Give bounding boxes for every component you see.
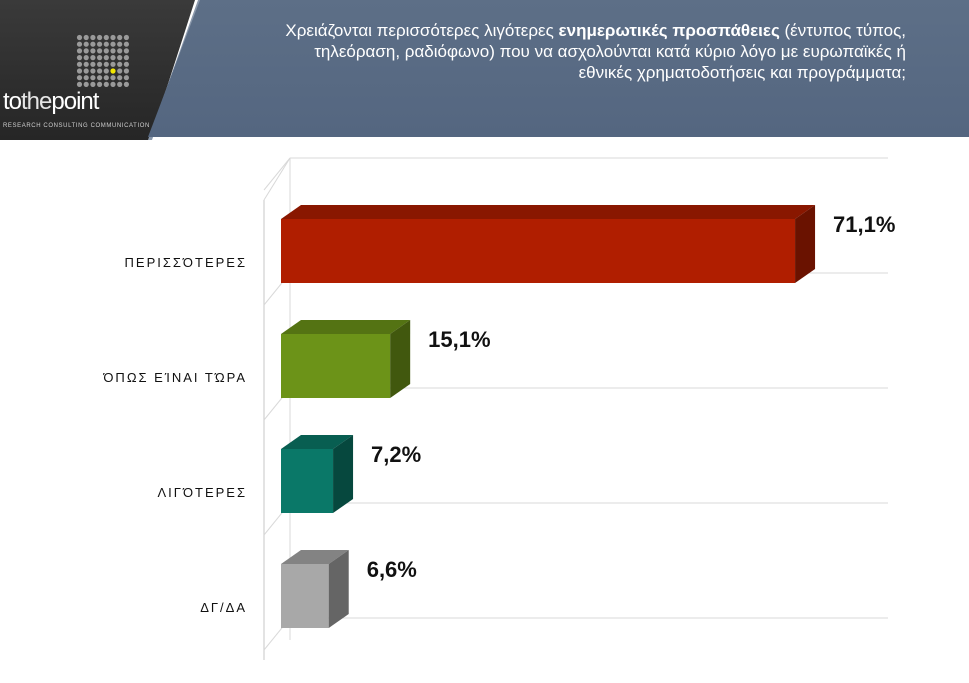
bar-chart bbox=[263, 157, 888, 660]
bar-2-top bbox=[281, 320, 411, 334]
question-text-bold: ενημερωτικές προσπάθειες bbox=[558, 21, 780, 40]
bar-2 bbox=[281, 334, 391, 398]
bar-4-top bbox=[281, 550, 349, 564]
brand-part-1: to bbox=[3, 88, 22, 115]
value-label-2: 15,1% bbox=[428, 327, 491, 352]
value-label-3: 7,2% bbox=[371, 442, 422, 467]
value-label-4: 6,6% bbox=[366, 557, 417, 582]
logo-dot-grid-icon bbox=[76, 34, 129, 87]
category-label-1: ΠΕΡΙΣΣΌΤΕΡΕΣ bbox=[124, 255, 247, 270]
category-label-4: ΔΓ/ΔΑ bbox=[200, 600, 247, 615]
bar-1 bbox=[281, 219, 796, 283]
bar-3-top bbox=[281, 435, 354, 449]
bar-3 bbox=[281, 449, 334, 513]
chart-wall-top-edge bbox=[263, 157, 291, 201]
gridline-slant-0 bbox=[263, 157, 291, 191]
value-label-1: 71,1% bbox=[833, 212, 896, 237]
brand-part-2: the bbox=[21, 88, 52, 115]
bar-4-side bbox=[328, 550, 349, 628]
question-text-start: Χρειάζονται περισσότερες λιγότερες bbox=[285, 21, 559, 40]
bar-3-side bbox=[333, 435, 354, 513]
brand-logo: tothepoint bbox=[3, 88, 99, 116]
title-band bbox=[148, 0, 969, 137]
category-label-3: ΛΙΓΌΤΕΡΕΣ bbox=[157, 485, 247, 500]
header: tothepoint RESEARCH CONSULTING COMMUNICA… bbox=[0, 0, 969, 140]
question-text-end: (έντυπος τύπος, τηλεόραση, ραδιόφωνο) πο… bbox=[314, 21, 906, 82]
bar-1-side bbox=[795, 205, 816, 283]
brand-part-3: point bbox=[51, 88, 99, 115]
bar-1-top bbox=[281, 205, 816, 219]
bar-4 bbox=[281, 564, 329, 628]
chart-question: Χρειάζονται περισσότερες λιγότερες ενημε… bbox=[266, 20, 906, 83]
category-label-2: ΌΠΩΣ ΕΊΝΑΙ ΤΏΡΑ bbox=[103, 370, 247, 385]
bar-2-side bbox=[390, 320, 411, 398]
brand-tagline: RESEARCH CONSULTING COMMUNICATION bbox=[3, 123, 150, 129]
